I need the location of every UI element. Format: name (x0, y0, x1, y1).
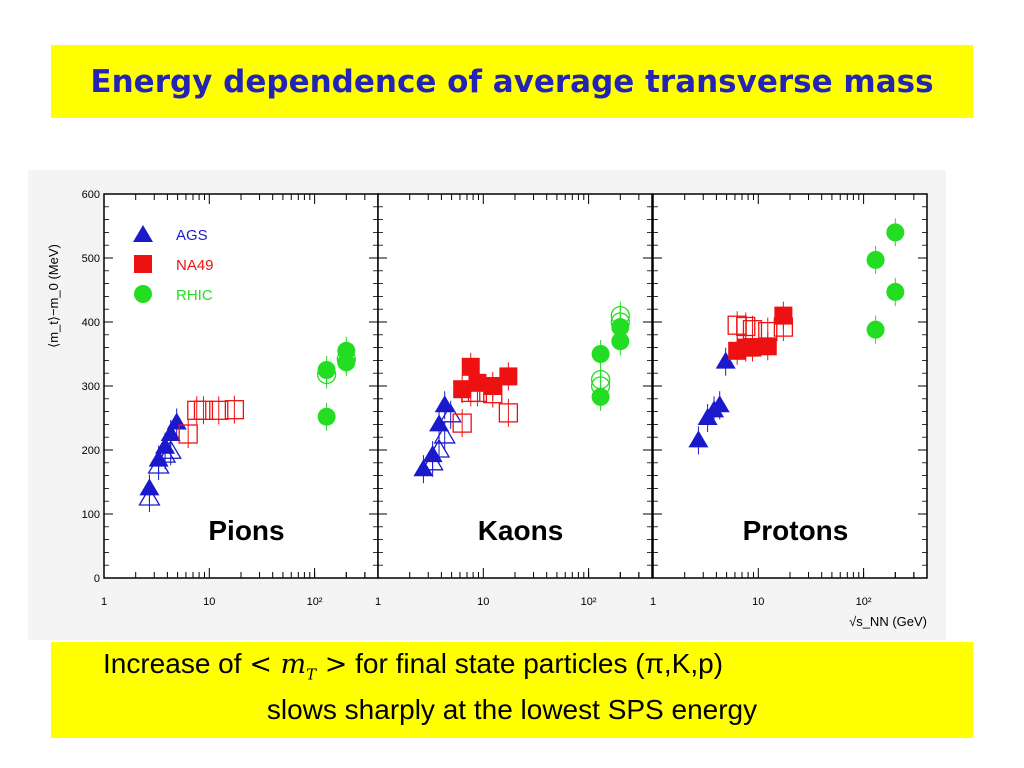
ags-filled-point (715, 351, 736, 369)
na49-filled-point (453, 380, 472, 399)
symbol-lt: < (249, 649, 272, 680)
rhic-filled-point (611, 332, 630, 351)
legend-label: AGS (176, 227, 208, 244)
x-tick-label: 1 (650, 596, 656, 608)
x-tick-label: 10² (307, 596, 323, 608)
symbol-m: m (280, 649, 307, 680)
rhic-filled-point (317, 407, 336, 426)
legend-label: NA49 (176, 257, 214, 274)
ags-filled-point (422, 445, 443, 463)
na49-open-point (498, 403, 519, 423)
panel-label-pions: Pions (208, 515, 284, 546)
rhic-filled-point (866, 320, 885, 339)
y-tick-label: 400 (82, 317, 100, 329)
rhic-filled-point (591, 345, 610, 363)
na49-open-point (452, 413, 472, 433)
x-tick-label: 10² (581, 596, 597, 608)
panel-label-protons: Protons (743, 515, 849, 546)
mt-symbol: < mT > (249, 649, 348, 684)
na49-filled-point (461, 357, 480, 376)
rhic-filled-point (591, 387, 610, 406)
legend-square-marker (134, 255, 152, 273)
y-tick-label: 500 (82, 253, 100, 265)
rhic-filled-point (611, 318, 630, 337)
legend-label: RHIC (176, 287, 213, 304)
ags-filled-point (709, 395, 730, 413)
y-axis-label: ⟨m_t⟩−m_0 (MeV) (46, 244, 61, 348)
ags-open-point (138, 486, 161, 506)
ags-filled-point (429, 414, 450, 432)
legend-entry-ags: AGS (133, 225, 208, 244)
title-band: Energy dependence of average transverse … (51, 45, 973, 118)
legend-entry-rhic: RHIC (134, 285, 213, 304)
na49-open-point (224, 400, 245, 420)
na49-open-point (178, 424, 198, 444)
rhic-filled-point (866, 250, 885, 269)
ags-filled-point (688, 430, 709, 448)
y-tick-label: 300 (82, 381, 100, 393)
ags-filled-point (155, 436, 176, 454)
symbol-sub: T (306, 665, 317, 684)
x-tick-label: 10 (752, 596, 764, 608)
x-tick-label: 10 (203, 596, 215, 608)
na49-filled-point (468, 373, 487, 392)
legend-circle-marker (134, 285, 152, 303)
rhic-filled-point (886, 223, 905, 242)
rhic-filled-point (317, 361, 336, 379)
y-tick-label: 0 (94, 573, 100, 585)
na49-filled-point (483, 377, 502, 395)
x-tick-label: 10² (856, 596, 872, 608)
caption-band: Increase of < mT > for final state parti… (51, 642, 973, 738)
na49-filled-point (743, 338, 762, 357)
ags-open-point (433, 424, 456, 444)
na49-filled-point (758, 337, 777, 356)
ags-filled-point (139, 478, 160, 496)
na49-open-point (193, 400, 214, 420)
caption-line-2: slows sharply at the lowest SPS energy (266, 694, 758, 725)
y-tick-label: 200 (82, 445, 100, 457)
caption-suffix: for final state particles (π,K,p) (347, 648, 724, 679)
ags-filled-point (413, 459, 434, 477)
panel-label-kaons: Kaons (478, 515, 564, 546)
ags-open-point (439, 403, 462, 423)
ags-filled-point (434, 395, 455, 413)
ags-filled-point (148, 449, 169, 467)
legend-entry-na49: NA49 (134, 255, 214, 274)
rhic-filled-point (886, 282, 905, 301)
chart-figure: 1 10 10² Pions 1 10 10² Kaons 1 10 10² Protons 0 100 2… (28, 170, 946, 640)
y-tick-label: 600 (82, 189, 100, 201)
caption-prefix: Increase of (103, 648, 250, 679)
caption-line-1: Increase of < mT > for final state parti… (103, 648, 723, 683)
na49-filled-point (499, 367, 518, 386)
x-tick-label: 1 (375, 596, 381, 608)
legend-triangle-marker (133, 225, 153, 242)
na49-filled-point (774, 306, 793, 325)
x-axis-label: √s_NN (GeV) (849, 614, 927, 629)
x-tick-label: 1 (101, 596, 107, 608)
y-tick-label: 100 (82, 509, 100, 521)
slide-title: Energy dependence of average transverse … (90, 63, 934, 100)
na49-open-point (209, 400, 229, 420)
ags-filled-point (160, 424, 181, 441)
x-tick-label: 10 (477, 596, 489, 608)
symbol-gt: > (324, 649, 348, 680)
rhic-filled-point (337, 341, 356, 360)
